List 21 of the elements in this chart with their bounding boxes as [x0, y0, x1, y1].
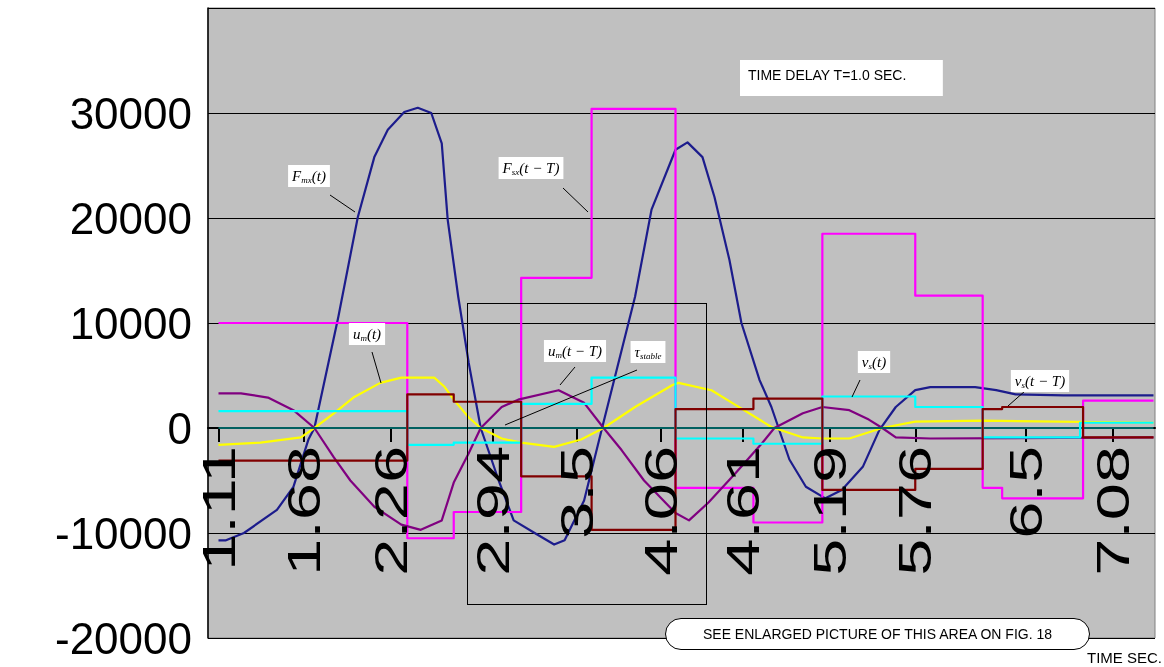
x-axis-title: TIME SEC.: [1086, 649, 1163, 666]
y-tick-label: 10000: [69, 298, 192, 348]
x-tick-label: 1.11: [192, 446, 245, 571]
annotation: TIME DELAY T=1.0 SEC.: [748, 67, 907, 83]
y-tick-label: -10000: [54, 508, 192, 558]
y-tick-label: 0: [167, 403, 192, 453]
x-tick-label: 6.5: [1000, 446, 1052, 539]
x-tick-label: 4.06: [634, 446, 687, 576]
x-tick-label: 7.08: [1087, 446, 1139, 576]
x-tick-label: 3.5: [550, 446, 603, 539]
x-tick-label: 4.61: [717, 446, 769, 576]
x-tick-label: 5.19: [804, 446, 856, 576]
x-tick-label: 5.76: [889, 446, 941, 576]
x-tick-label: 1.68: [278, 446, 330, 576]
annotation: SEE ENLARGED PICTURE OF THIS AREA ON FIG. 18: [702, 626, 1053, 642]
y-tick-label: 20000: [69, 193, 192, 243]
speech-bubble: SEE ENLARGED PICTURE OF THIS AREA ON FIG. 18: [665, 618, 1090, 650]
y-tick-label: 30000: [69, 88, 192, 138]
x-tick-label: 2.94: [467, 446, 519, 576]
x-tick-label: 2.26: [365, 446, 417, 576]
y-tick-label: -20000: [54, 613, 192, 663]
